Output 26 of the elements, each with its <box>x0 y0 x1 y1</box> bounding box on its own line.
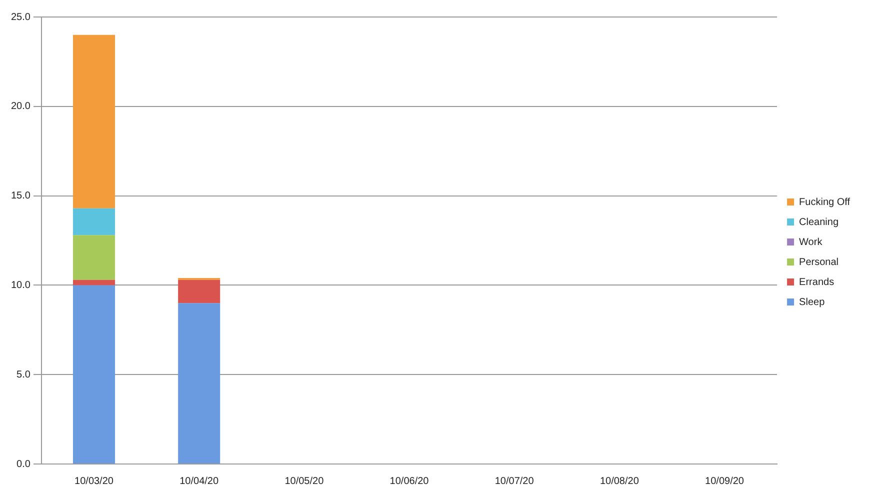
legend-label: Fucking Off <box>799 196 850 208</box>
y-tick-label: 20.0 <box>10 101 31 112</box>
legend-label: Errands <box>799 276 834 288</box>
bar <box>72 208 116 236</box>
legend-label: Cleaning <box>799 216 839 228</box>
y-tick-label: 25.0 <box>10 12 31 23</box>
x-tick-label: 10/09/20 <box>705 476 744 487</box>
x-tick-label: 10/04/20 <box>180 476 219 487</box>
bar <box>72 235 116 280</box>
bar <box>72 285 116 464</box>
x-tick-label: 10/06/20 <box>390 476 430 487</box>
legend-label: Personal <box>799 256 839 268</box>
bar <box>72 280 116 286</box>
bar <box>178 303 220 464</box>
bar <box>178 280 220 304</box>
x-tick-label: 10/03/20 <box>74 476 114 487</box>
y-tick-label: 15.0 <box>10 190 31 202</box>
y-tick-label: 5.0 <box>16 369 31 380</box>
y-tick-label: 0.0 <box>16 458 31 470</box>
x-tick-label: 10/07/20 <box>494 476 534 487</box>
x-tick-label: 10/05/20 <box>284 476 324 487</box>
bar <box>72 34 116 208</box>
legend-label: Work <box>799 236 824 248</box>
y-tick-label: 10.0 <box>10 280 31 291</box>
x-tick-label: 10/08/20 <box>600 476 640 487</box>
legend-label: Sleep <box>799 296 826 308</box>
